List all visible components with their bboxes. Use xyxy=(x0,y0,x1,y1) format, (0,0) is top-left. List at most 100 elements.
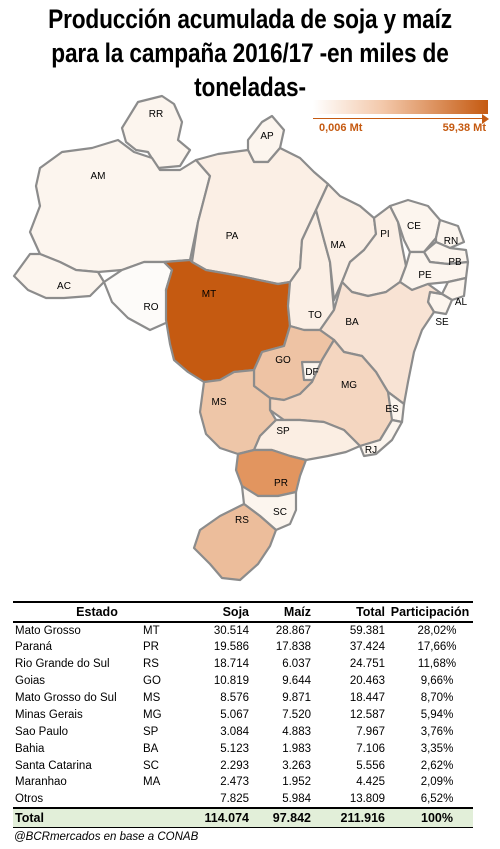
row-soja: 19.586 xyxy=(213,641,249,654)
state-label-df: DF xyxy=(305,367,318,378)
header-soja: Soja xyxy=(181,601,251,623)
row-abbr xyxy=(141,791,181,808)
row-soja: 30.514 xyxy=(213,624,249,637)
state-label-pa: PA xyxy=(226,231,239,242)
table-row: Sao Paulo SP 3.084 4.883 7.967 3,76% xyxy=(13,723,473,740)
row-estado: Rio Grande do Sul xyxy=(15,658,110,671)
row-participacion: 2,09% xyxy=(420,776,454,789)
state-label-ba: BA xyxy=(345,317,359,328)
total-maiz: 97.842 xyxy=(251,806,313,829)
table-total-row: Total 114.074 97.842 211.916 100% xyxy=(13,806,473,829)
legend-gradient-bar xyxy=(313,100,488,114)
table-row: Bahia BA 5.123 1.983 7.106 3,35% xyxy=(13,740,473,757)
total-soja: 114.074 xyxy=(181,806,251,829)
row-total: 12.587 xyxy=(349,708,385,721)
row-soja: 2.293 xyxy=(220,759,249,772)
row-participacion: 5,94% xyxy=(420,708,454,721)
row-estado: Bahia xyxy=(15,742,45,755)
source-note: @BCRmercados en base a CONAB xyxy=(14,831,199,843)
row-total: 24.751 xyxy=(349,658,385,671)
table-row: Minas Gerais MG 5.067 7.520 12.587 5,94% xyxy=(13,706,473,723)
state-rs xyxy=(192,502,278,582)
row-soja: 10.819 xyxy=(213,675,249,688)
state-label-rn: RN xyxy=(444,236,458,247)
row-total: 13.809 xyxy=(349,792,385,805)
state-label-am: AM xyxy=(91,171,106,182)
state-label-ac: AC xyxy=(57,281,71,292)
state-rr xyxy=(120,94,192,170)
row-soja: 8.576 xyxy=(220,692,249,704)
total-abbr xyxy=(141,806,181,829)
table-row: Otros 7.825 5.984 13.809 6,52% xyxy=(13,791,473,808)
table-row: Paraná PR 19.586 17.838 37.424 17,66% xyxy=(13,639,473,656)
row-estado: Maranhao xyxy=(15,776,67,789)
row-participacion: 3,76% xyxy=(420,725,454,738)
state-ro xyxy=(102,260,174,332)
state-label-rr: RR xyxy=(149,109,163,120)
row-maiz: 17.838 xyxy=(275,641,311,654)
state-label-ap: AP xyxy=(260,131,274,142)
state-label-ms: MS xyxy=(212,397,227,408)
row-estado: Otros xyxy=(15,792,44,805)
state-label-es: ES xyxy=(385,404,399,415)
row-participacion: 3,35% xyxy=(420,742,454,755)
row-soja: 3.084 xyxy=(220,725,249,738)
row-abbr: PR xyxy=(143,641,159,654)
row-participacion: 17,66% xyxy=(417,641,457,654)
row-estado: Mato Grosso xyxy=(15,624,81,637)
row-maiz: 9.871 xyxy=(282,692,311,704)
row-maiz: 7.520 xyxy=(282,708,311,721)
table-header-row: Estado Soja Maíz Total Participación xyxy=(13,601,473,623)
state-label-sp: SP xyxy=(276,426,290,437)
production-table: Estado Soja Maíz Total Participación Mat… xyxy=(13,601,473,829)
state-label-ro: RO xyxy=(144,302,159,313)
row-total: 59.381 xyxy=(349,624,385,637)
map-title: Producción acumulada de soja y maíz para… xyxy=(48,4,452,102)
state-label-mt: MT xyxy=(202,289,216,300)
state-label-al: AL xyxy=(455,297,468,308)
state-label-rs: RS xyxy=(235,515,249,526)
header-maiz: Maíz xyxy=(251,601,313,623)
row-soja: 5.123 xyxy=(220,742,249,755)
row-total: 4.425 xyxy=(356,776,385,789)
row-participacion: 9,66% xyxy=(420,675,454,688)
total-label: Total xyxy=(13,806,141,829)
row-soja: 5.067 xyxy=(220,708,249,721)
table-row: Mato Grosso MT 30.514 28.867 59.381 28,02% xyxy=(13,622,473,639)
color-scale-legend: 0,006 Mt 59,38 Mt xyxy=(313,98,489,140)
row-abbr: SP xyxy=(143,725,159,738)
table-row: Mato Grosso do Sul MS 8.576 9.871 18.447 8,70… xyxy=(13,690,473,707)
row-maiz: 3.263 xyxy=(282,759,311,772)
legend-arrow-line xyxy=(313,118,484,119)
row-maiz: 6.037 xyxy=(282,658,311,671)
state-label-pr: PR xyxy=(274,478,288,489)
row-abbr: MS xyxy=(143,692,161,704)
row-maiz: 1.983 xyxy=(282,742,311,755)
row-total: 18.447 xyxy=(349,692,385,704)
header-total: Total xyxy=(313,601,387,623)
state-label-pb: PB xyxy=(448,257,462,268)
header-participacion: Participación xyxy=(387,601,473,623)
legend-arrow-icon xyxy=(482,114,489,124)
row-estado: Minas Gerais xyxy=(15,708,83,721)
row-soja: 7.825 xyxy=(220,792,249,805)
table-row: Rio Grande do Sul RS 18.714 6.037 24.751 11,6… xyxy=(13,656,473,673)
row-estado: Sao Paulo xyxy=(15,725,69,738)
total-participacion: 100% xyxy=(387,806,473,829)
row-maiz: 5.984 xyxy=(282,792,311,805)
row-total: 5.556 xyxy=(356,759,385,772)
row-participacion: 11,68% xyxy=(417,658,457,671)
row-participacion: 2,62% xyxy=(420,759,454,772)
row-estado: Goias xyxy=(15,675,46,688)
state-ac xyxy=(12,252,106,300)
state-pr xyxy=(234,448,308,498)
table-row: Maranhao MA 2.473 1.952 4.425 2,09% xyxy=(13,774,473,791)
state-label-go: GO xyxy=(275,355,291,366)
row-abbr: MA xyxy=(143,776,161,789)
row-participacion: 6,52% xyxy=(420,792,454,805)
row-total: 7.967 xyxy=(356,725,385,738)
row-abbr: MG xyxy=(143,708,162,721)
row-soja: 18.714 xyxy=(213,658,249,671)
state-label-pe: PE xyxy=(418,270,432,281)
state-al xyxy=(440,276,468,302)
